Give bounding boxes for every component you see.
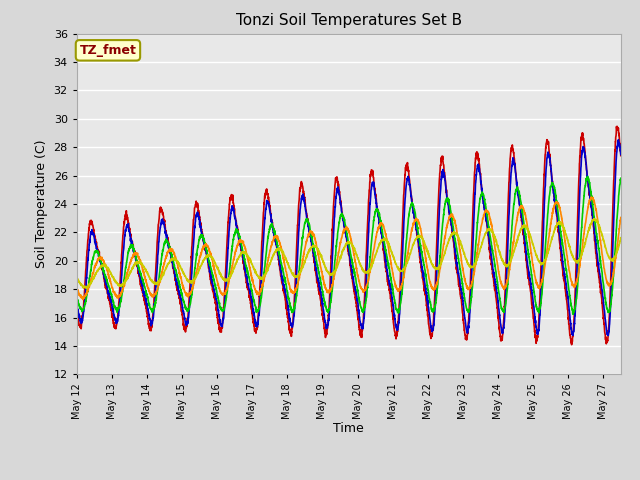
Text: TZ_fmet: TZ_fmet bbox=[79, 44, 136, 57]
X-axis label: Time: Time bbox=[333, 422, 364, 435]
Legend: -2cm, -4cm, -8cm, -16cm, -32cm: -2cm, -4cm, -8cm, -16cm, -32cm bbox=[140, 475, 558, 480]
Y-axis label: Soil Temperature (C): Soil Temperature (C) bbox=[35, 140, 48, 268]
Title: Tonzi Soil Temperatures Set B: Tonzi Soil Temperatures Set B bbox=[236, 13, 462, 28]
